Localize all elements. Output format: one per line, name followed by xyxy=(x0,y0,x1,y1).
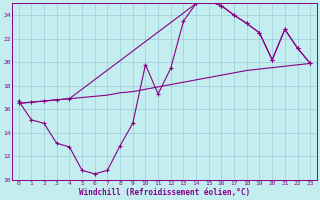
X-axis label: Windchill (Refroidissement éolien,°C): Windchill (Refroidissement éolien,°C) xyxy=(79,188,250,197)
